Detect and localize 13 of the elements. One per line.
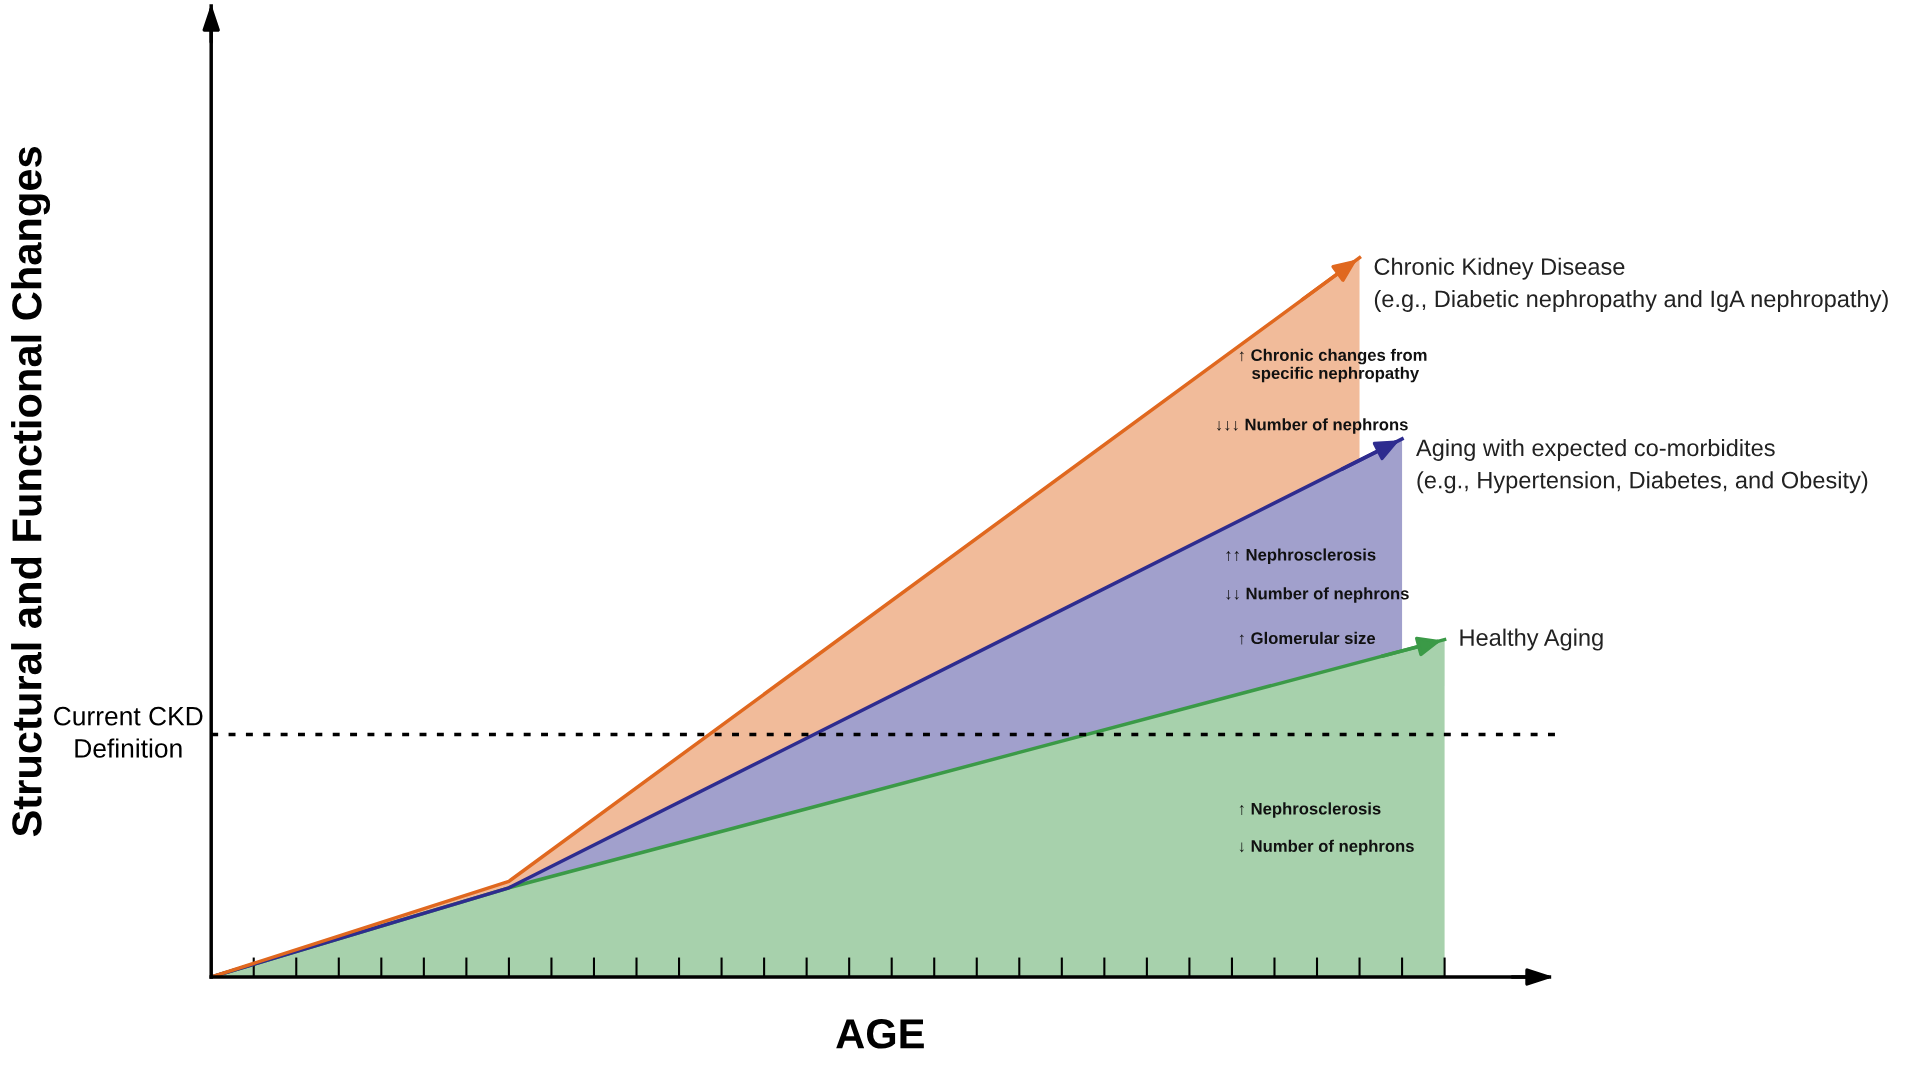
y-axis-title: Structural and Functional Changes [11, 147, 51, 837]
legend-label: Chronic Kidney Disease (e.g., Diabetic nephropathy and IgA nephropathy) [1374, 257, 1888, 312]
legend-label: Healthy Aging [1460, 628, 1603, 651]
annotation: ↑↑ Nephrosclerosis [1226, 548, 1376, 564]
annotation: ↑ Chronic changes from specific nephropathy [1239, 348, 1427, 383]
annotation: ↓↓↓ Number of nephrons [1217, 418, 1408, 434]
ref-line-label: Current CKD Definition [54, 706, 203, 758]
annotation: ↑ Glomerular size [1239, 631, 1376, 645]
x-axis-title: AGE [836, 1019, 924, 1049]
legend-label: Aging with expected co-morbidites (e.g., Hypertension, Diabetes, and Obesity) [1416, 438, 1868, 494]
annotation: ↓ Number of nephrons [1239, 839, 1414, 856]
annotation: ↑ Nephrosclerosis [1239, 802, 1381, 818]
annotation: ↓↓ Number of nephrons [1226, 587, 1409, 603]
